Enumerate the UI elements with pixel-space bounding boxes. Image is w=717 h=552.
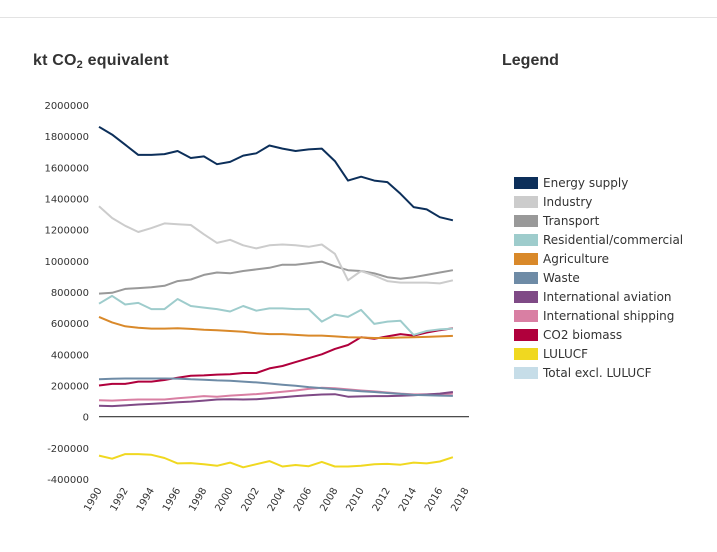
legend-label: Transport	[543, 213, 600, 228]
series-line-co2-biomass[interactable]	[98, 327, 454, 387]
y-axis-ticks: 2000000180000016000001400000120000010000…	[44, 101, 89, 486]
x-tick-label: 2012	[371, 486, 393, 514]
legend-item-transport[interactable]: Transport	[514, 211, 683, 230]
y-tick-label: 1200000	[44, 226, 89, 237]
legend-label: Total excl. LULUCF	[543, 365, 652, 380]
y-tick-label: 800000	[51, 288, 89, 299]
y-tick-label: 0	[83, 413, 89, 424]
legend-swatch	[514, 290, 538, 303]
legend-swatch	[514, 176, 538, 189]
legend-item-energy-supply[interactable]: Energy supply	[514, 173, 683, 192]
x-tick-label: 2000	[213, 486, 235, 514]
legend-label: Agriculture	[543, 251, 609, 266]
x-tick-label: 2014	[397, 486, 419, 514]
legend-swatch	[514, 233, 538, 246]
series-line-lulucf[interactable]	[98, 453, 454, 469]
legend-label: CO2 biomass	[543, 327, 623, 342]
x-tick-label: 1998	[187, 486, 209, 514]
legend-label: Energy supply	[543, 175, 629, 190]
legend-item-total-excl-lulucf[interactable]: Total excl. LULUCF	[514, 363, 683, 382]
y-tick-label: -200000	[47, 444, 89, 455]
top-bar-divider	[0, 0, 717, 18]
chart-title-rest: equivalent	[83, 52, 169, 69]
x-tick-label: 1990	[82, 486, 104, 514]
chart-title: kt CO2 equivalent	[33, 52, 169, 71]
legend-item-industry[interactable]: Industry	[514, 192, 683, 211]
legend-swatch	[514, 214, 538, 227]
legend-title: Legend	[502, 52, 559, 69]
legend-item-lulucf[interactable]: LULUCF	[514, 344, 683, 363]
legend-swatch	[514, 271, 538, 284]
y-tick-label: 200000	[51, 382, 89, 393]
series-line-industry[interactable]	[98, 205, 454, 285]
legend-label: Residential/commercial	[543, 232, 684, 247]
series-line-energy-supply[interactable]	[98, 125, 454, 222]
y-tick-label: 1800000	[44, 132, 89, 143]
chart-title-main: kt CO	[33, 52, 77, 69]
x-tick-label: 2010	[344, 486, 366, 514]
x-tick-label: 2004	[266, 486, 288, 514]
y-tick-label: -400000	[47, 475, 89, 486]
legend-item-international-shipping[interactable]: International shipping	[514, 306, 683, 325]
legend-label: International aviation	[543, 289, 672, 304]
legend-swatch	[514, 252, 538, 265]
y-tick-label: 1400000	[44, 195, 89, 206]
legend-item-agriculture[interactable]: Agriculture	[514, 249, 683, 268]
x-tick-label: 2002	[240, 486, 262, 514]
x-tick-label: 2006	[292, 486, 314, 514]
series-line-transport[interactable]	[98, 260, 454, 295]
legend-label: Industry	[543, 194, 593, 209]
series-line-residential-commercial[interactable]	[98, 294, 453, 336]
legend-item-waste[interactable]: Waste	[514, 268, 683, 287]
x-axis-ticks: 1990 1992 1994 1996 1998 2000 2002 2004 2006 2008…	[82, 486, 471, 514]
chart-title-subscript: 2	[76, 59, 83, 71]
legend-swatch	[514, 347, 538, 360]
legend-item-co2-biomass[interactable]: CO2 biomass	[514, 325, 683, 344]
series-line-international-aviation[interactable]	[98, 391, 454, 408]
x-tick-label: 2016	[423, 486, 445, 514]
legend-label: LULUCF	[543, 346, 589, 361]
legend-item-residential-commercial[interactable]: Residential/commercial	[514, 230, 683, 249]
y-tick-label: 2000000	[44, 101, 89, 112]
legend-swatch	[514, 195, 538, 208]
legend-label: International shipping	[543, 308, 675, 323]
legend-swatch	[514, 366, 538, 379]
x-tick-label: 1994	[135, 486, 157, 514]
legend-swatch	[514, 328, 538, 341]
x-tick-label: 1992	[109, 486, 131, 514]
y-tick-label: 1600000	[44, 163, 89, 174]
series-line-agriculture[interactable]	[98, 315, 453, 339]
legend-item-international-aviation[interactable]: International aviation	[514, 287, 683, 306]
y-tick-label: 400000	[51, 350, 89, 361]
y-tick-label: 1000000	[44, 257, 89, 268]
legend-swatch	[514, 309, 538, 322]
x-tick-label: 2018	[449, 486, 471, 514]
legend-label: Waste	[543, 270, 580, 285]
x-tick-label: 2008	[318, 486, 340, 514]
series-line-waste[interactable]	[98, 377, 453, 397]
legend: Energy supply Industry Transport Residentia…	[514, 173, 683, 382]
y-tick-label: 600000	[51, 319, 89, 330]
x-tick-label: 1996	[161, 486, 183, 514]
series-lines	[98, 125, 454, 469]
